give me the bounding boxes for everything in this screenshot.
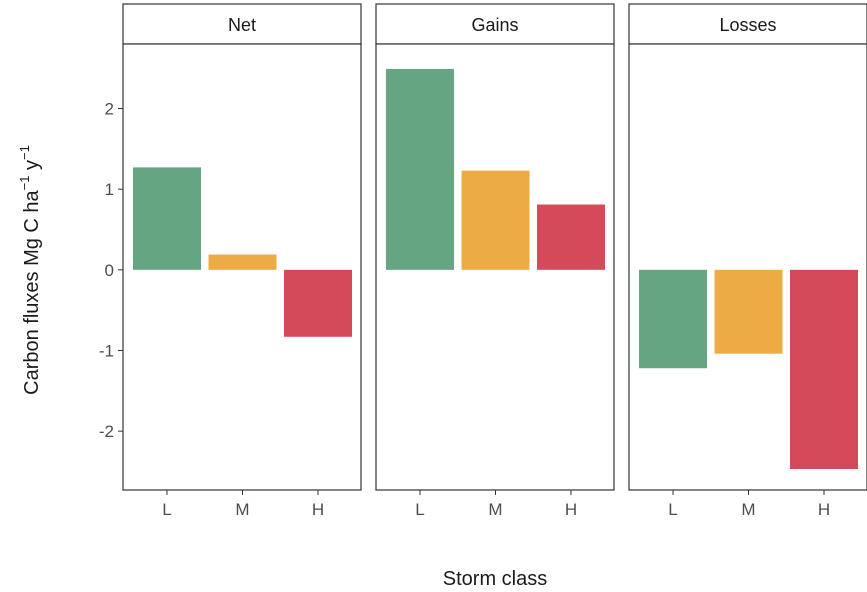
bar-gains-l [386,69,454,270]
x-tick-label: H [565,500,577,519]
facet-panels: Net L M H Gains L M H Losses L M H [122,3,867,519]
x-tick-label: M [235,500,249,519]
x-axis-title: Storm class [443,568,547,590]
bar-losses-h [790,269,858,470]
y-axis: 2 1 0 -1 -2 [99,100,123,441]
bar-net-m [208,254,277,270]
bar-losses-l [639,269,707,369]
y-tick-label: -2 [99,422,114,441]
x-tick-label: L [162,500,171,519]
facet-strip [375,3,615,45]
y-tick-label: 1 [105,180,114,199]
y-axis-title-mid: y [21,160,43,176]
y-axis-title-sup2: −1 [17,145,32,160]
y-tick-label: -1 [99,341,114,360]
bar-losses-m [714,269,783,354]
bar-gains-m [461,170,530,270]
facet-strip [122,3,362,45]
y-axis-title-sup1: −1 [17,176,32,191]
bar-gains-h [537,204,605,270]
y-tick-label: 0 [105,261,114,280]
bar-net-l [133,167,201,270]
facet-panel-net: Net L M H [122,3,362,519]
facet-panel-gains: Gains L M H [375,3,615,519]
x-tick-label: L [668,500,677,519]
x-tick-label: L [415,500,424,519]
y-tick-label: 2 [105,100,114,119]
facet-panel-losses: Losses L M H [628,3,867,519]
x-tick-label: H [818,500,830,519]
x-tick-label: M [488,500,502,519]
bar-net-h [284,269,352,337]
facet-strip-label: Gains [471,15,518,35]
facet-strip-label: Net [228,15,256,35]
x-tick-label: H [312,500,324,519]
facet-strip-label: Losses [719,15,776,35]
facet-strip [628,3,867,45]
x-tick-label: M [741,500,755,519]
y-axis-title-main: Carbon fluxes Mg C ha [21,189,43,394]
y-axis-title: Carbon fluxes Mg C ha−1 y−1 [17,145,43,395]
